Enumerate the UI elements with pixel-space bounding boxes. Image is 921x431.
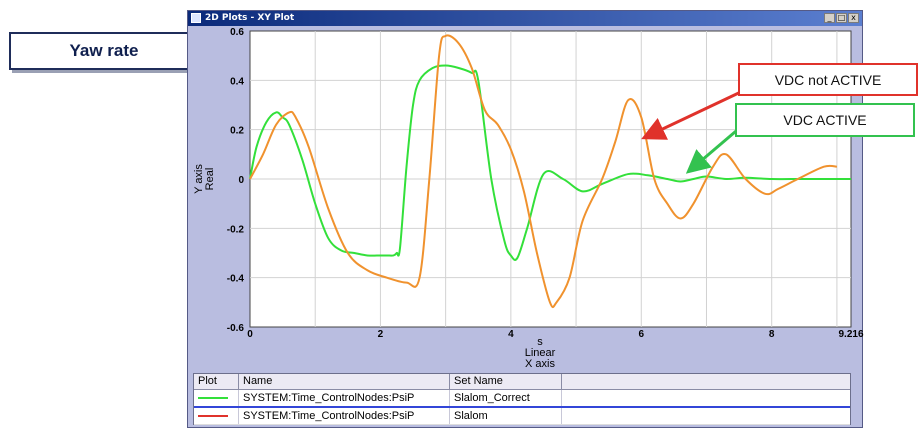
legend-header-row: Plot Name Set Name xyxy=(194,374,850,390)
legend-row-name: SYSTEM:Time_ControlNodes:PsiP xyxy=(239,408,450,424)
legend-row-name: SYSTEM:Time_ControlNodes:PsiP xyxy=(239,390,450,406)
x-axis-scale: Linear xyxy=(525,347,556,359)
y-tick-label: -0.4 xyxy=(227,274,245,285)
x-tick-label: 9.216 xyxy=(838,329,863,340)
y-tick-label: -0.2 xyxy=(227,224,245,235)
legend-row-set: Slalom xyxy=(450,408,562,424)
legend-row-set: Slalom_Correct xyxy=(450,390,562,406)
x-axis-label: X axis xyxy=(525,358,555,370)
legend-header-plot[interactable]: Plot xyxy=(194,374,239,389)
legend-swatch-cell xyxy=(194,390,239,406)
legend-swatch-cell xyxy=(194,408,239,424)
legend-swatch-red xyxy=(198,415,228,418)
y-tick-label: 0.2 xyxy=(230,126,244,137)
x-tick-label: 4 xyxy=(508,329,514,340)
close-button[interactable]: x xyxy=(848,13,859,23)
y-axis-sublabel: Real xyxy=(204,168,216,191)
series-line-slalom-correct xyxy=(249,64,851,261)
y-tick-label: 0 xyxy=(238,175,244,186)
x-tick-label: 6 xyxy=(638,329,644,340)
x-tick-label: 8 xyxy=(769,329,775,340)
app-icon xyxy=(191,13,201,23)
x-tick-label: 0 xyxy=(247,329,253,340)
minimize-button[interactable]: _ xyxy=(824,13,835,23)
legend-header-name[interactable]: Name xyxy=(239,374,450,389)
y-tick-label: -0.6 xyxy=(227,323,245,334)
legend-swatch-green xyxy=(198,397,228,400)
x-tick-label: 2 xyxy=(378,329,384,340)
legend-header-set-name[interactable]: Set Name xyxy=(450,374,562,389)
window-title: 2D Plots - XY Plot xyxy=(205,13,295,23)
legend-row[interactable]: SYSTEM:Time_ControlNodes:PsiP Slalom_Cor… xyxy=(194,390,850,408)
maximize-button[interactable]: □ xyxy=(836,13,847,23)
vdc-not-active-callout: VDC not ACTIVE xyxy=(738,63,918,96)
yaw-rate-banner: Yaw rate xyxy=(9,32,199,70)
y-axis-label: Y axis xyxy=(193,164,205,194)
y-tick-label: 0.4 xyxy=(230,76,244,87)
window-titlebar[interactable]: 2D Plots - XY Plot _ □ x xyxy=(188,11,862,26)
legend-row[interactable]: SYSTEM:Time_ControlNodes:PsiP Slalom xyxy=(194,408,850,425)
vdc-active-callout: VDC ACTIVE xyxy=(735,103,915,137)
y-tick-label: 0.6 xyxy=(230,27,244,38)
plot-legend-table: Plot Name Set Name SYSTEM:Time_ControlNo… xyxy=(193,373,851,425)
x-axis-unit: s xyxy=(537,336,543,348)
